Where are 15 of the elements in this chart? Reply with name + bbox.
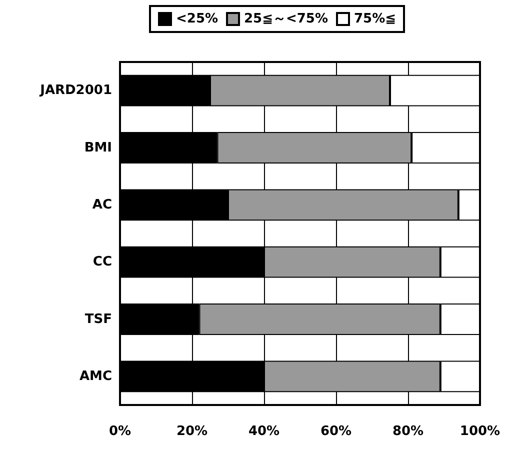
y-tick-label: TSF [84, 312, 112, 327]
x-tick-label: 0% [108, 424, 132, 439]
y-tick-label: JARD2001 [39, 83, 112, 98]
legend-label: 25≦～<75% [244, 12, 328, 26]
y-tick-label: AMC [79, 368, 112, 384]
x-tick-label: 100% [460, 424, 500, 439]
y-tick-label: CC [92, 254, 112, 270]
y-tick-label: AC [92, 197, 112, 212]
x-tick-label: 80% [392, 424, 424, 439]
y-tick-label: BMI [84, 140, 112, 156]
legend-label: <25% [176, 12, 218, 26]
x-tick-label: 60% [320, 424, 352, 439]
x-tick-label: 20% [176, 424, 208, 439]
x-tick-label: 40% [248, 424, 280, 439]
legend-label: 75%≦ [354, 12, 396, 26]
